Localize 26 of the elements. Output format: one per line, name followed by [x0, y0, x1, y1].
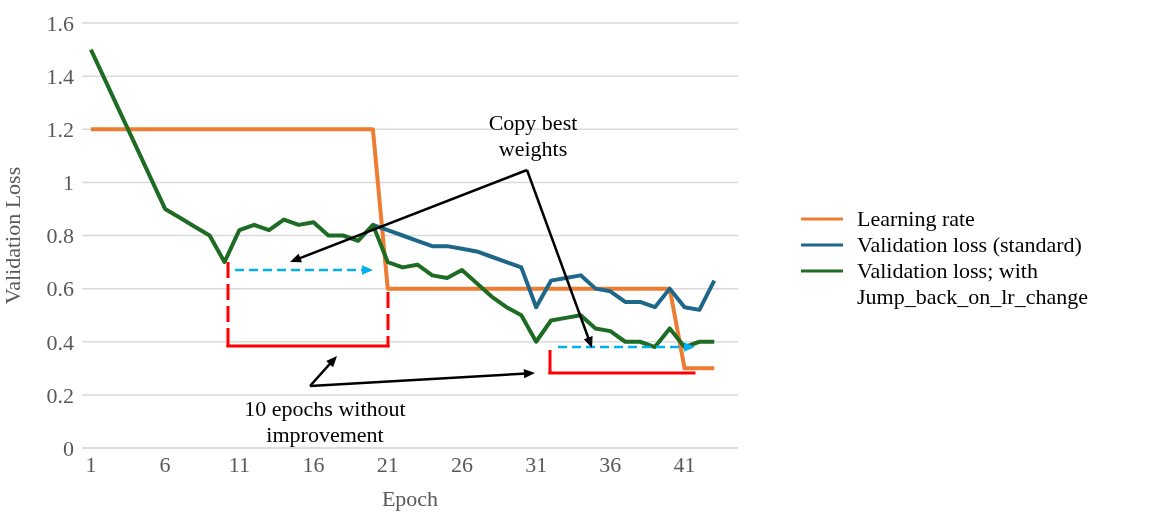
x-tick-label: 6 [159, 451, 171, 477]
y-tick-label: 0 [63, 435, 74, 461]
legend-label: Validation loss (standard) [857, 232, 1083, 258]
y-tick-label: 0.8 [46, 223, 74, 249]
y-tick-label: 0.6 [46, 276, 74, 302]
x-tick-label: 26 [450, 451, 473, 477]
y-tick-label: 1.6 [46, 10, 74, 36]
line-series [88, 47, 717, 350]
y-tick-label: 0.2 [46, 382, 74, 408]
legend-label: Validation loss; with Jump_back_on_lr_change [857, 258, 1089, 310]
y-tick-label: 1.4 [46, 63, 74, 89]
x-tick-label: 21 [376, 451, 399, 477]
y-tick-label: 1 [63, 170, 74, 196]
annotation: Copy best weights [487, 110, 579, 162]
x-tick-label: 36 [599, 451, 622, 477]
legend-label: Learning rate [857, 206, 976, 232]
x-tick-label: 41 [673, 451, 696, 477]
x-tick-label: 11 [228, 451, 250, 477]
x-tick-label: 16 [302, 451, 325, 477]
x-tick-label: 1 [85, 451, 97, 477]
x-tick-label: 31 [525, 451, 548, 477]
y-tick-label: 1.2 [46, 117, 74, 143]
y-tick-label: 0.4 [46, 329, 74, 355]
y-axis-title: Validation Loss [0, 166, 25, 305]
annotation: 10 epochs without improvement [243, 396, 407, 448]
x-axis-title: Epoch [381, 486, 439, 511]
